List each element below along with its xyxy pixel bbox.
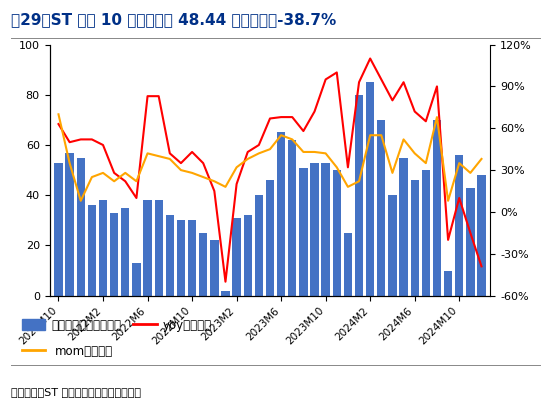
Bar	[154, 200, 163, 296]
Bar	[355, 95, 363, 296]
Bar	[88, 205, 96, 296]
Legend: mom（右轴）: mom（右轴）	[17, 340, 117, 362]
Bar	[299, 168, 307, 296]
Bar	[222, 291, 230, 296]
Bar	[99, 200, 107, 296]
Bar	[388, 195, 397, 296]
Bar	[77, 158, 85, 296]
Bar	[210, 241, 219, 296]
Bar	[477, 175, 485, 296]
Bar	[366, 82, 374, 296]
Bar	[55, 162, 63, 296]
Bar	[422, 170, 430, 296]
Bar	[143, 200, 152, 296]
Bar	[188, 220, 196, 296]
Bar	[455, 155, 463, 296]
Bar	[344, 233, 352, 296]
Bar	[233, 218, 241, 296]
Bar	[399, 158, 408, 296]
Bar	[466, 188, 474, 296]
Bar	[288, 140, 296, 296]
Bar	[244, 215, 252, 296]
Bar	[110, 213, 118, 296]
Bar	[177, 220, 185, 296]
Bar	[132, 263, 141, 296]
Text: 数据来源：ST 天邦公告、开源证券研究所: 数据来源：ST 天邦公告、开源证券研究所	[11, 387, 141, 397]
Bar	[266, 180, 274, 296]
Bar	[310, 162, 318, 296]
Bar	[433, 120, 441, 296]
Bar	[66, 153, 74, 296]
Bar	[377, 120, 386, 296]
Bar	[121, 208, 129, 296]
Bar	[410, 180, 419, 296]
Bar	[277, 132, 285, 296]
Text: 图29：ST 天邦 10 月销售生猪 48.44 万头，同比-38.7%: 图29：ST 天邦 10 月销售生猪 48.44 万头，同比-38.7%	[11, 12, 336, 27]
Bar	[199, 233, 207, 296]
Bar	[321, 162, 330, 296]
Bar	[444, 271, 452, 296]
Legend: 销售量（万头，左轴）, yoy（右轴）: 销售量（万头，左轴）, yoy（右轴）	[17, 314, 217, 336]
Bar	[333, 170, 341, 296]
Bar	[166, 215, 174, 296]
Bar	[255, 195, 263, 296]
